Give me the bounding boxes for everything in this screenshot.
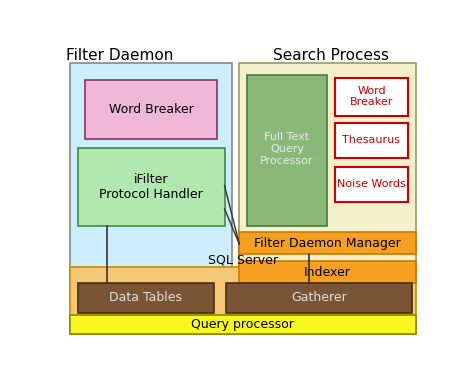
Text: Thesaurus: Thesaurus xyxy=(343,135,401,145)
FancyBboxPatch shape xyxy=(246,75,328,226)
Text: Query processor: Query processor xyxy=(191,318,294,331)
Text: Filter Daemon: Filter Daemon xyxy=(66,48,173,63)
FancyBboxPatch shape xyxy=(335,167,408,202)
Text: SQL Server: SQL Server xyxy=(208,254,278,266)
FancyBboxPatch shape xyxy=(70,315,416,334)
FancyBboxPatch shape xyxy=(335,123,408,158)
Text: Full Text
Query
Processor: Full Text Query Processor xyxy=(260,133,314,166)
FancyBboxPatch shape xyxy=(335,78,408,116)
FancyBboxPatch shape xyxy=(239,63,416,273)
FancyBboxPatch shape xyxy=(78,147,225,226)
Text: Data Tables: Data Tables xyxy=(109,291,182,304)
Text: Indexer: Indexer xyxy=(304,266,351,279)
FancyBboxPatch shape xyxy=(239,262,416,283)
Text: Gatherer: Gatherer xyxy=(292,291,347,304)
FancyBboxPatch shape xyxy=(85,80,217,139)
Text: Search Process: Search Process xyxy=(273,48,389,63)
FancyBboxPatch shape xyxy=(70,63,232,302)
Text: iFilter
Protocol Handler: iFilter Protocol Handler xyxy=(99,173,203,201)
Text: Noise Words: Noise Words xyxy=(337,179,406,189)
FancyBboxPatch shape xyxy=(78,283,213,313)
Text: Word Breaker: Word Breaker xyxy=(109,103,193,116)
Text: Word
Breaker: Word Breaker xyxy=(350,86,393,107)
Text: Filter Daemon Manager: Filter Daemon Manager xyxy=(254,236,401,249)
FancyBboxPatch shape xyxy=(227,283,412,313)
FancyBboxPatch shape xyxy=(70,267,416,334)
FancyBboxPatch shape xyxy=(239,232,416,254)
